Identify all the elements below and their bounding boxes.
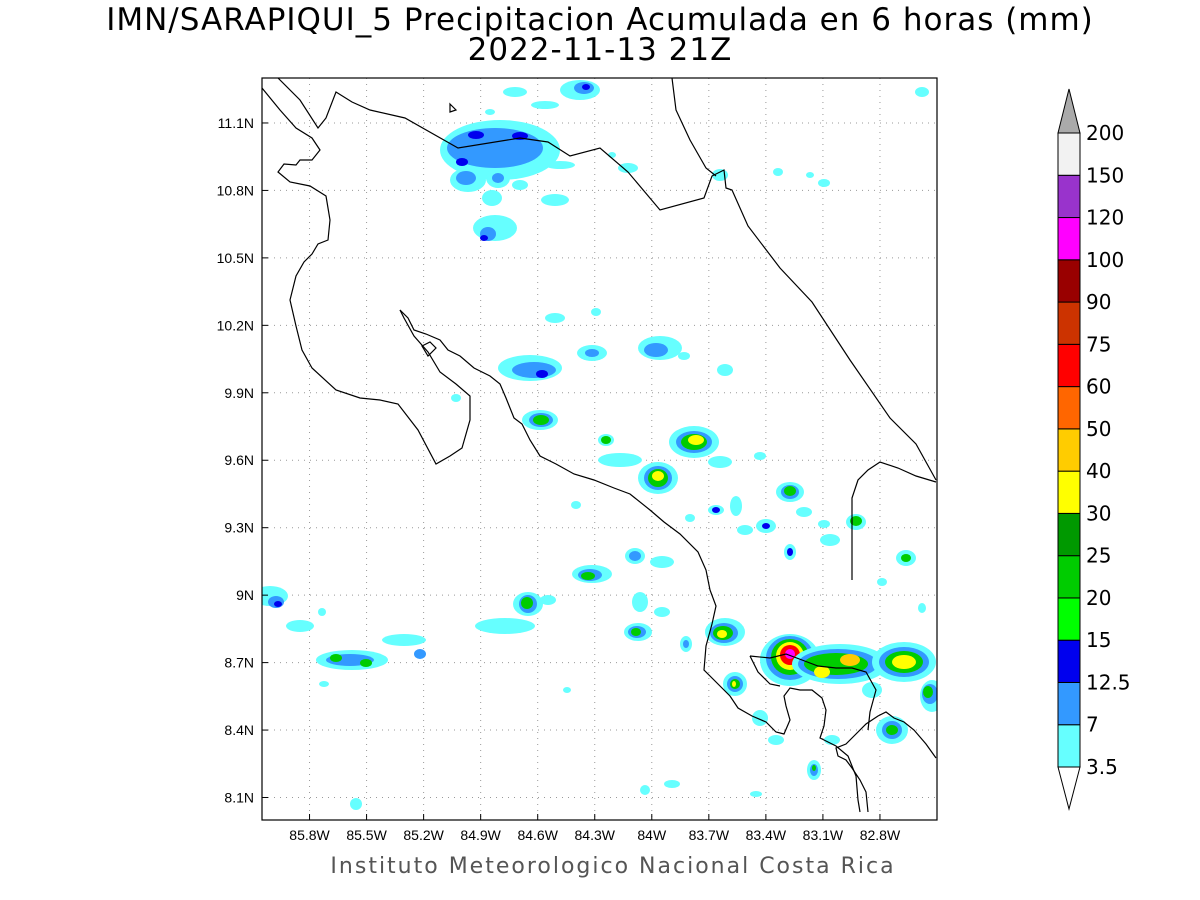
lat-tick-label: 9.3N [224,520,254,536]
lon-tick-label: 83.7W [689,827,730,843]
legend-swatch [1057,343,1081,388]
lat-tick-label: 10.5N [217,250,254,266]
credit-line: Instituto Meteorologico Nacional Costa R… [330,854,896,879]
lat-tick-label: 8.1N [224,790,254,806]
legend-swatch [1057,259,1081,303]
lon-tick-label: 85.5W [346,827,387,843]
map-grid [262,78,937,820]
legend-level-label: 40 [1086,459,1111,483]
legend-level-label: 200 [1086,121,1124,145]
lat-tick-label: 10.2N [217,317,254,333]
legend-lower-arrow [1057,766,1081,811]
legend-level-label: 7 [1086,713,1099,737]
legend-swatch [1057,555,1081,599]
legend-swatch [1057,428,1081,472]
legend-swatch [1057,301,1081,345]
legend-level-label: 25 [1086,544,1111,568]
legend-level-label: 60 [1086,375,1111,399]
coastlines [262,78,937,813]
lat-tick-label: 8.7N [224,655,254,671]
lat-tick-label: 9.9N [224,385,254,401]
lon-tick-label: 84.9W [460,827,501,843]
lat-tick-label: 9N [236,587,254,603]
legend-swatch [1057,681,1081,726]
legend-swatch [1057,217,1081,261]
lat-tick-label: 10.8N [217,182,254,198]
map-axes: 85.8W 85.5W 85.2W 84.9W 84.6W 84.3W 84W 83.7W 83… [217,115,901,843]
lon-tick-label: 84.6W [517,827,558,843]
map-title: IMN/SARAPIQUI_5 Precipitacion Acumulada … [106,2,1094,38]
map-timestamp: 2022-11-13 21Z [467,32,733,68]
lon-tick-label: 85.8W [289,827,330,843]
legend-level-label: 90 [1086,290,1111,314]
precipitation-areas [262,80,937,810]
lat-tick-label: 11.1N [218,115,254,131]
lon-tick-label: 84W [637,827,667,843]
precipitation-legend: 3.5 7 12.5 15 20 25 30 40 50 60 75 90 100 120 150 200 [1057,88,1131,811]
legend-level-label: 3.5 [1086,755,1118,779]
legend-swatch [1057,174,1081,219]
legend-swatch [1057,597,1081,641]
legend-level-label: 12.5 [1086,670,1131,694]
legend-swatch [1057,724,1081,768]
lon-tick-label: 83.1W [803,827,844,843]
legend-swatch [1057,132,1081,176]
legend-swatch [1057,639,1081,683]
legend-swatch [1057,512,1081,557]
lon-tick-label: 83.4W [746,827,787,843]
lat-tick-label: 8.4N [224,722,254,738]
legend-level-label: 150 [1086,163,1124,187]
legend-level-label: 120 [1086,206,1124,230]
legend-level-label: 50 [1086,417,1111,441]
legend-swatch [1057,386,1081,430]
legend-swatch [1057,470,1081,514]
legend-level-label: 75 [1086,332,1111,356]
lon-tick-label: 84.3W [575,827,616,843]
legend-level-label: 30 [1086,501,1111,525]
map-frame [261,77,938,821]
legend-level-label: 15 [1086,628,1111,652]
lon-tick-label: 82.8W [860,827,901,843]
legend-level-label: 20 [1086,586,1111,610]
legend-level-label: 100 [1086,248,1124,272]
lat-tick-label: 9.6N [224,452,254,468]
lon-tick-label: 85.2W [403,827,444,843]
legend-upper-arrow [1057,88,1081,134]
